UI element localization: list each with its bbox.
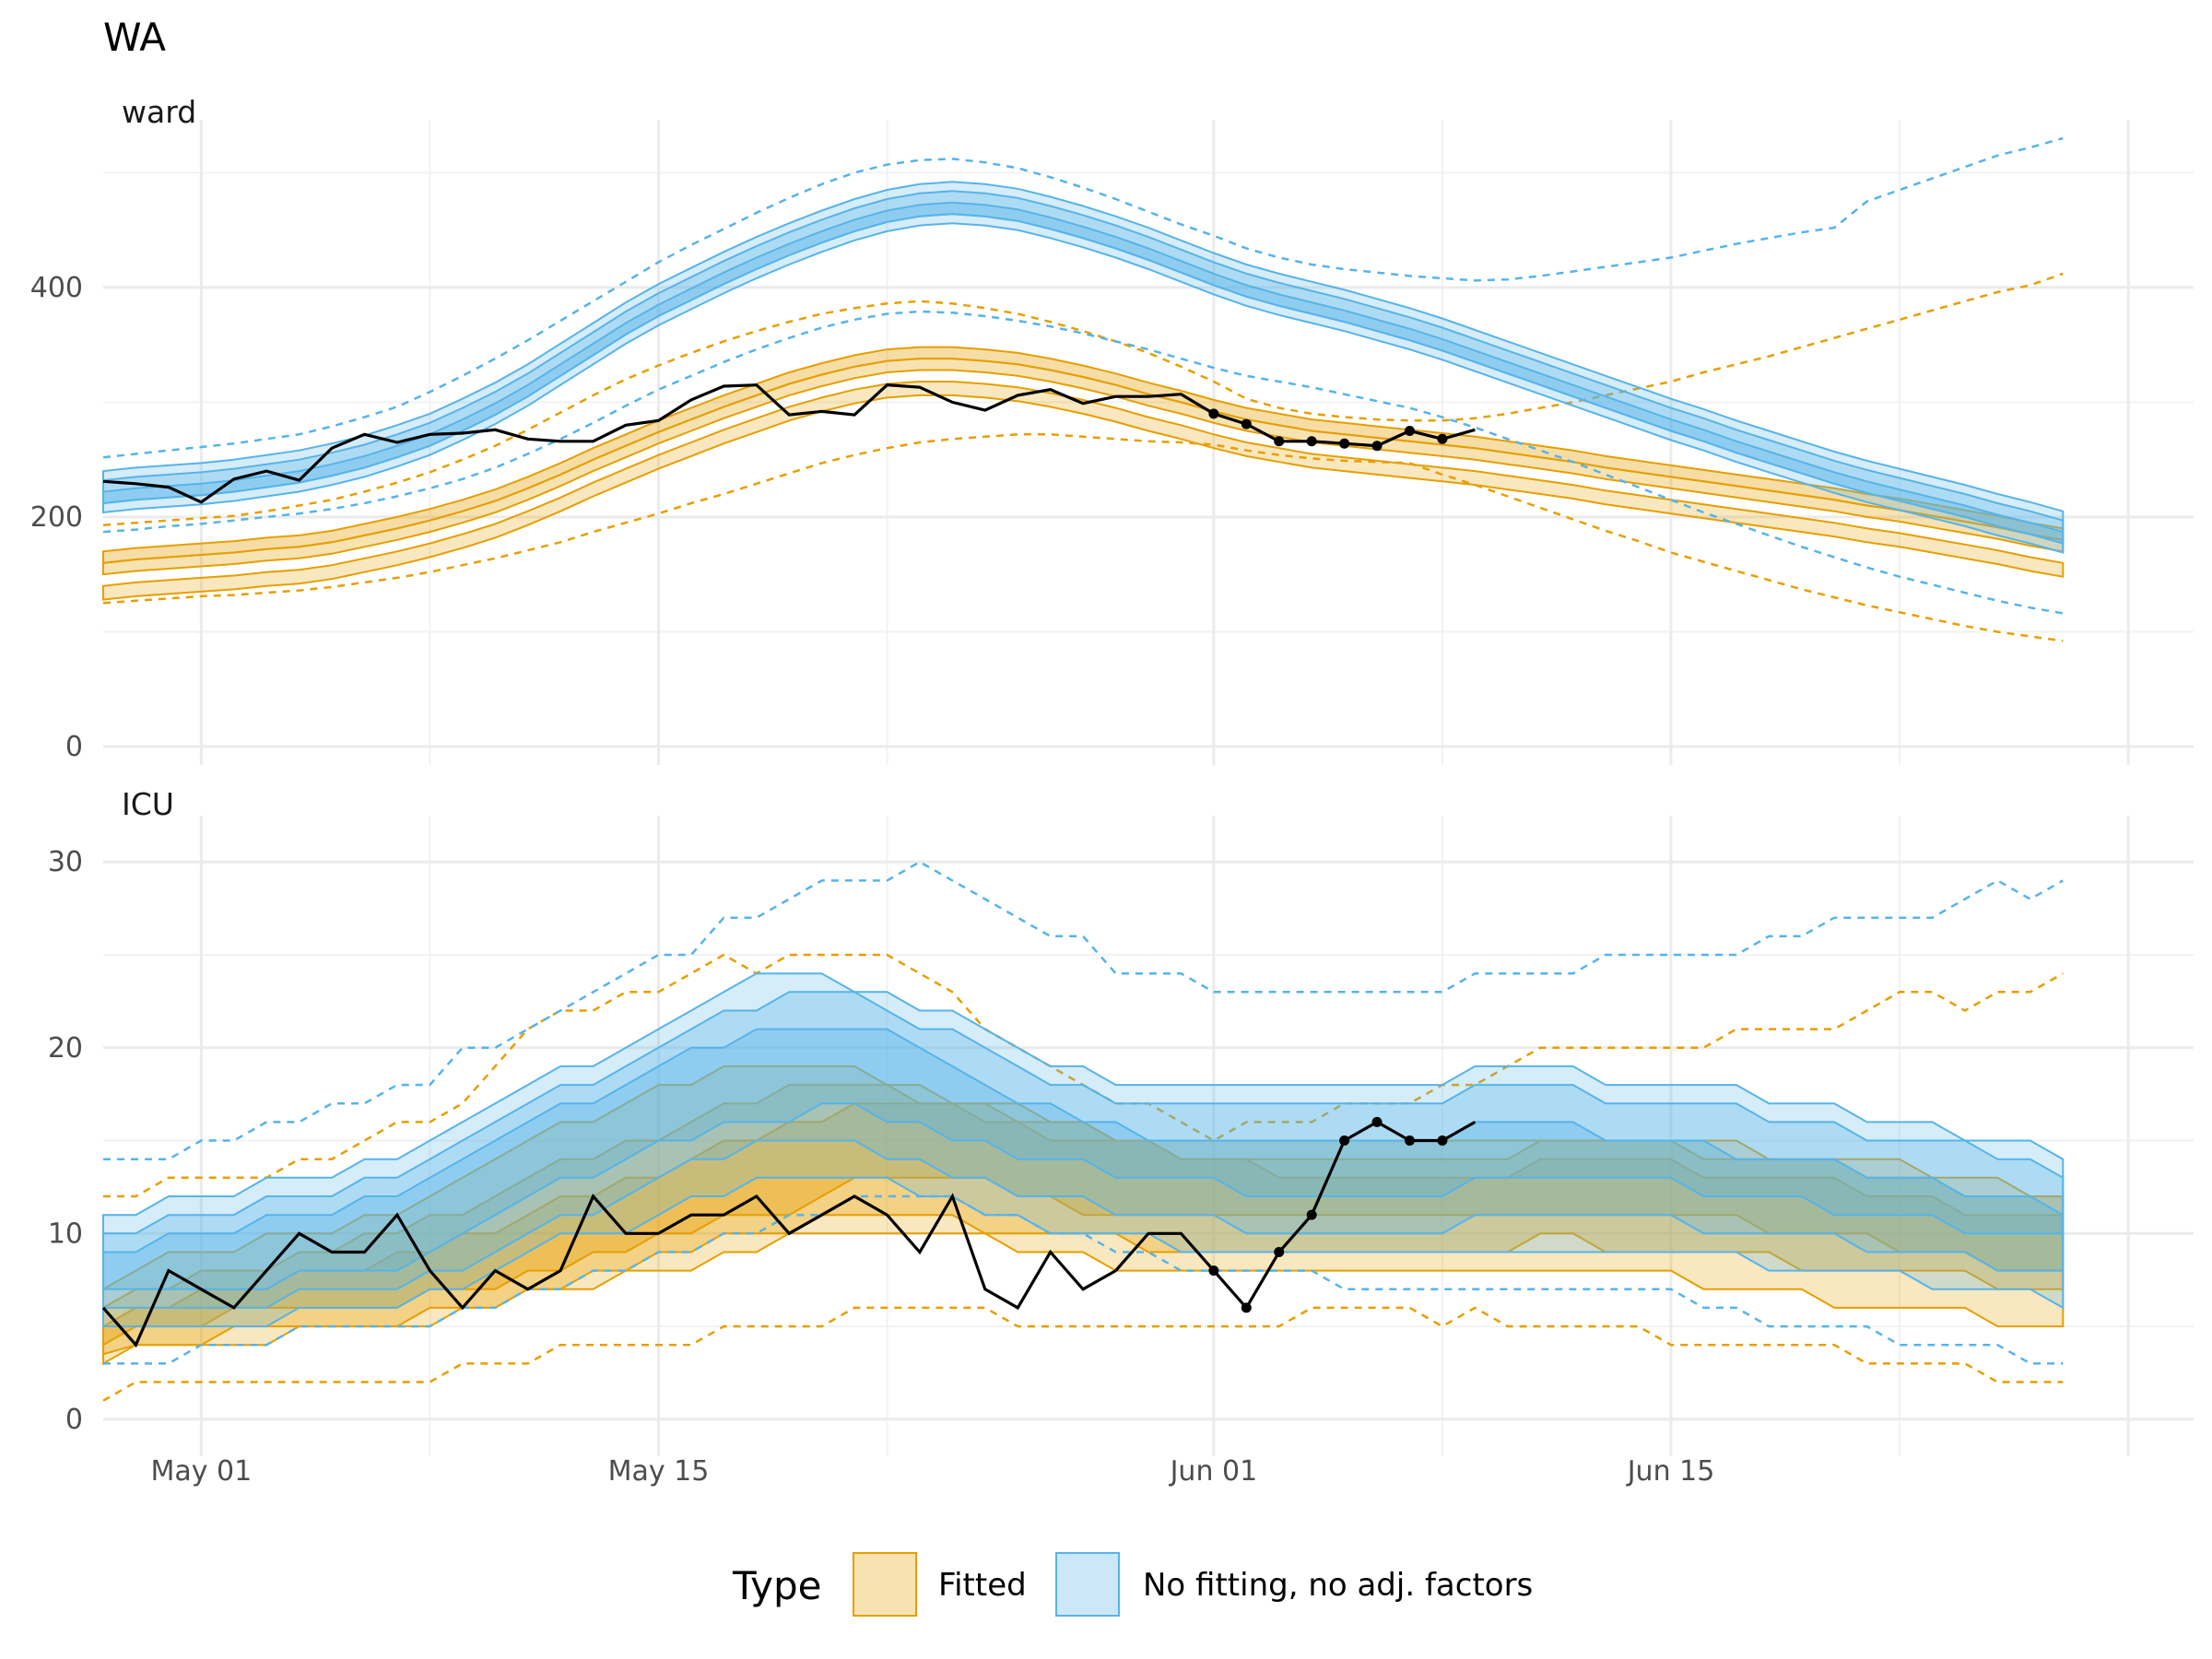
band-nofit-0 xyxy=(102,181,2065,554)
observed-point xyxy=(1241,1302,1252,1313)
y-tick-label: 10 xyxy=(48,1218,83,1250)
outer-lower-fitted xyxy=(102,433,2064,642)
legend-swatch-fitted xyxy=(853,1552,917,1617)
outer-upper-nofit xyxy=(103,860,2064,1160)
observed-point xyxy=(1274,436,1285,447)
x-tick-label: Jun 15 xyxy=(1626,1455,1715,1488)
ward-panel: 0 200 400 xyxy=(30,120,2194,765)
observed-point xyxy=(1437,433,1448,444)
y-tick-label: 200 xyxy=(30,501,83,534)
observed-point xyxy=(1339,1135,1350,1147)
observed-point xyxy=(1274,1246,1285,1257)
observed-point xyxy=(1208,408,1219,419)
icu-panel: 0 10 20 30 xyxy=(48,816,2194,1456)
x-tick-label: May 01 xyxy=(150,1455,252,1488)
observed-point xyxy=(1371,1116,1382,1127)
observed-point xyxy=(1306,436,1317,447)
panel-label-ward: ward xyxy=(122,94,196,130)
legend-label-fitted: Fitted xyxy=(938,1567,1027,1604)
figure-title: WA xyxy=(103,15,166,60)
outer-upper-fitted xyxy=(102,272,2064,526)
legend-swatch-nofit xyxy=(1055,1552,1120,1617)
observed-point xyxy=(1208,1265,1219,1277)
y-tick-label: 0 xyxy=(65,731,83,763)
legend-label-nofit: No fitting, no adj. factors xyxy=(1143,1567,1533,1604)
band-fitted-0 xyxy=(102,381,2065,601)
outer-lower-nofit xyxy=(103,1194,2064,1365)
band-nofit-0 xyxy=(102,972,2065,1328)
observed-point xyxy=(1405,1135,1415,1147)
observed-point xyxy=(1371,441,1382,452)
observed-point xyxy=(1437,1135,1448,1147)
band-nofit-1 xyxy=(102,991,2065,1309)
observed-point xyxy=(1339,438,1350,449)
observed-point xyxy=(1241,418,1252,429)
outer-lower-nofit xyxy=(102,310,2064,615)
x-tick-label: May 15 xyxy=(608,1455,710,1488)
y-tick-label: 30 xyxy=(48,846,83,878)
y-tick-label: 20 xyxy=(48,1032,83,1065)
legend: Type Fitted No fitting, no adj. factors xyxy=(732,1552,1533,1617)
panel-label-icu: ICU xyxy=(122,786,174,822)
x-tick-label: Jun 01 xyxy=(1169,1455,1258,1488)
outer-lower-fitted xyxy=(102,1306,2064,1402)
outer-upper-nofit xyxy=(102,136,2064,459)
legend-title: Type xyxy=(732,1563,821,1608)
x-axis: May 01 May 15 Jun 01 Jun 15 xyxy=(150,1455,1714,1488)
band-nofit-2 xyxy=(102,1028,2065,1290)
observed-point xyxy=(1405,426,1415,437)
y-tick-label: 0 xyxy=(65,1404,83,1436)
y-tick-label: 400 xyxy=(30,272,83,304)
band-nofit-2 xyxy=(102,201,2065,545)
observed-point xyxy=(1306,1209,1317,1220)
